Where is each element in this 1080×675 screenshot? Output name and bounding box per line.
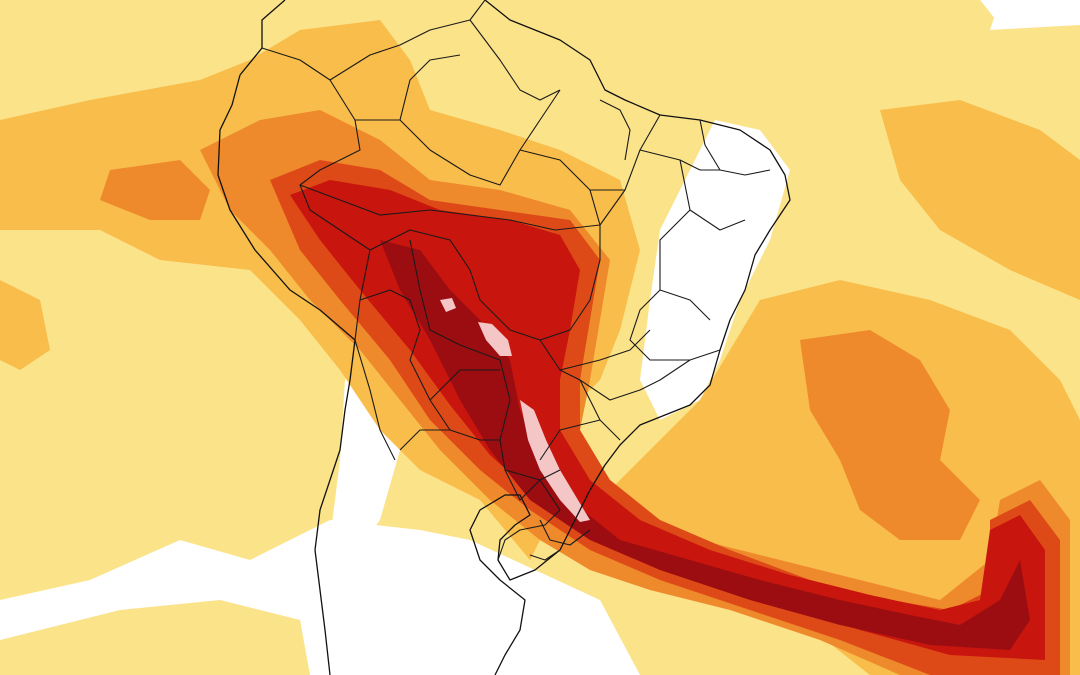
borders [261, 0, 771, 561]
field-peak [440, 298, 590, 522]
field-level-6 [380, 240, 1030, 650]
field-level-5 [290, 180, 1045, 660]
coastline [217, 0, 791, 675]
